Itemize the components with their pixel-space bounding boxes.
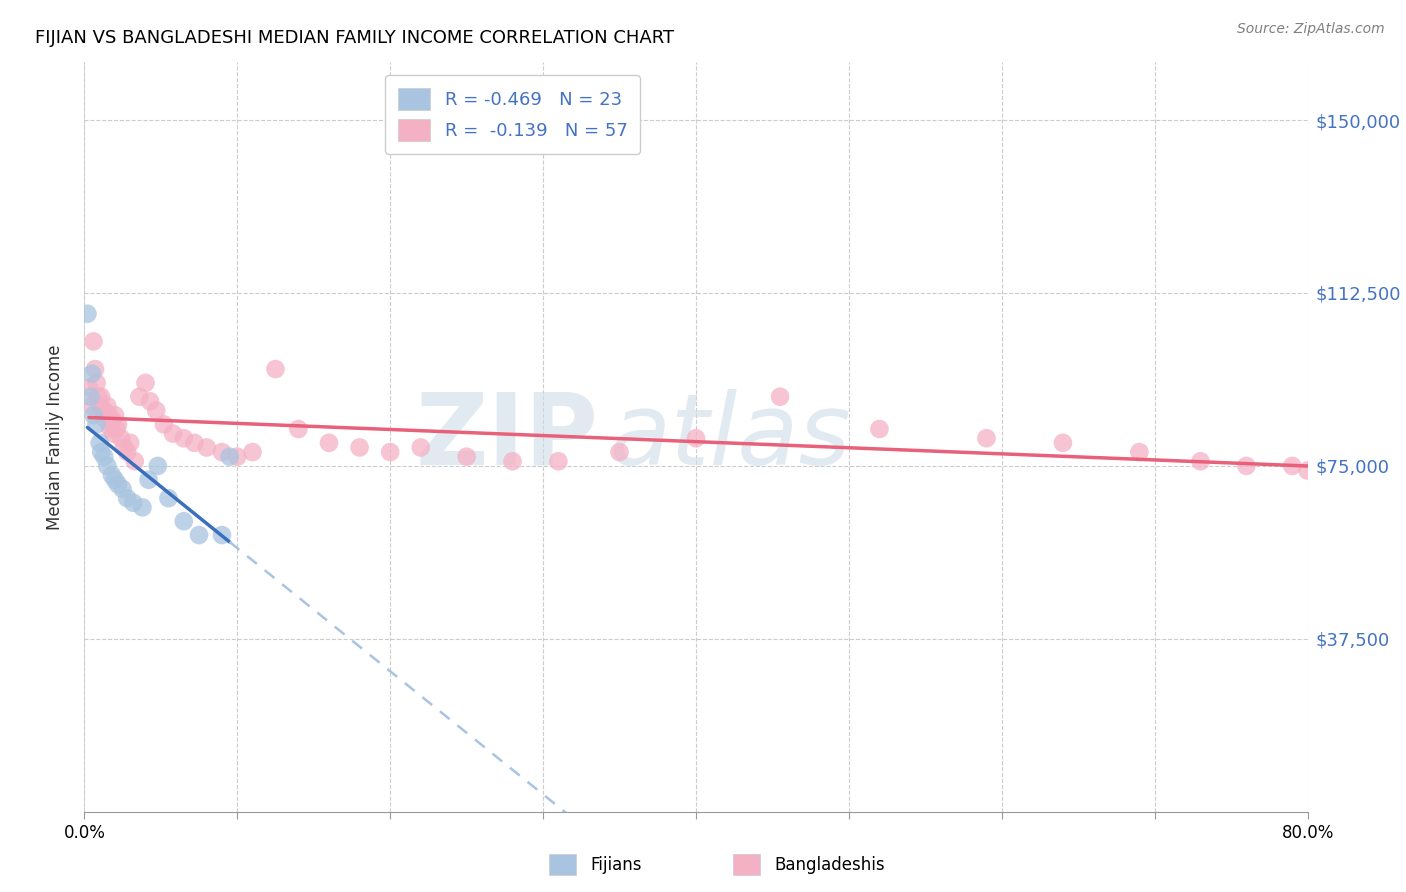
Point (83, 408, 105, 422)
Point (115, 445, 138, 459)
Point (122, 496, 145, 510)
Point (101, 468, 124, 483)
Point (120, 435, 142, 450)
Point (218, 450, 240, 464)
Text: atlas: atlas (610, 389, 852, 485)
Point (456, 450, 478, 464)
Point (226, 450, 249, 464)
Point (110, 431, 132, 445)
Point (609, 445, 631, 459)
Point (380, 445, 402, 459)
Point (685, 431, 707, 445)
Point (162, 426, 184, 441)
Point (318, 435, 340, 450)
Point (94, 413, 117, 427)
Point (188, 528, 211, 542)
Point (131, 500, 153, 515)
Point (76, 307, 98, 321)
Point (79, 390, 101, 404)
Point (1312, 463, 1334, 477)
Point (869, 422, 891, 436)
Point (349, 441, 371, 455)
Point (409, 441, 432, 455)
Point (1236, 458, 1258, 473)
Text: Fijians: Fijians (591, 856, 643, 874)
Point (115, 491, 138, 505)
Point (976, 431, 998, 445)
Point (128, 390, 150, 404)
Point (287, 422, 309, 436)
Point (86, 376, 108, 390)
Point (97, 408, 120, 422)
Point (90, 390, 112, 404)
Point (1128, 445, 1150, 459)
Point (138, 473, 160, 487)
Point (173, 514, 195, 528)
Point (1296, 463, 1319, 477)
Text: Bangladeshis: Bangladeshis (775, 856, 884, 874)
Point (107, 477, 129, 491)
Point (502, 454, 524, 468)
Point (146, 458, 169, 473)
FancyBboxPatch shape (733, 855, 759, 875)
Text: Source: ZipAtlas.com: Source: ZipAtlas.com (1237, 22, 1385, 37)
Point (96, 399, 118, 413)
Y-axis label: Median Family Income: Median Family Income (45, 344, 63, 530)
Point (112, 441, 135, 455)
Point (83, 334, 105, 349)
Point (80, 367, 103, 381)
Point (1281, 458, 1303, 473)
Point (104, 473, 127, 487)
Point (77, 380, 100, 394)
Point (86, 417, 108, 432)
Point (101, 413, 124, 427)
Point (103, 426, 125, 441)
Point (135, 376, 157, 390)
Point (89, 399, 111, 413)
Point (93, 450, 115, 464)
Point (98, 422, 121, 436)
Point (769, 390, 792, 404)
Point (87, 390, 110, 404)
Point (211, 528, 233, 542)
Text: FIJIAN VS BANGLADESHI MEDIAN FAMILY INCOME CORRELATION CHART: FIJIAN VS BANGLADESHI MEDIAN FAMILY INCO… (35, 29, 675, 47)
FancyBboxPatch shape (550, 855, 576, 875)
Point (80, 399, 103, 413)
Point (242, 445, 264, 459)
Point (145, 403, 167, 417)
Point (157, 491, 180, 505)
Point (139, 394, 162, 409)
Text: ZIP: ZIP (415, 389, 598, 485)
Point (89, 435, 111, 450)
Point (1052, 435, 1074, 450)
Point (153, 417, 176, 432)
Point (264, 362, 287, 376)
Point (1189, 454, 1212, 468)
Point (111, 482, 134, 496)
Point (195, 441, 218, 455)
Point (84, 362, 107, 376)
Point (91, 403, 114, 417)
Point (90, 445, 112, 459)
Point (104, 408, 127, 422)
Point (105, 422, 128, 436)
Point (173, 431, 195, 445)
Point (96, 458, 118, 473)
Point (93, 403, 115, 417)
Point (547, 454, 569, 468)
Point (211, 445, 233, 459)
Point (124, 454, 146, 468)
Legend: R = -0.469   N = 23, R =  -0.139   N = 57: R = -0.469 N = 23, R = -0.139 N = 57 (385, 75, 640, 153)
Point (183, 435, 205, 450)
Point (107, 417, 129, 432)
